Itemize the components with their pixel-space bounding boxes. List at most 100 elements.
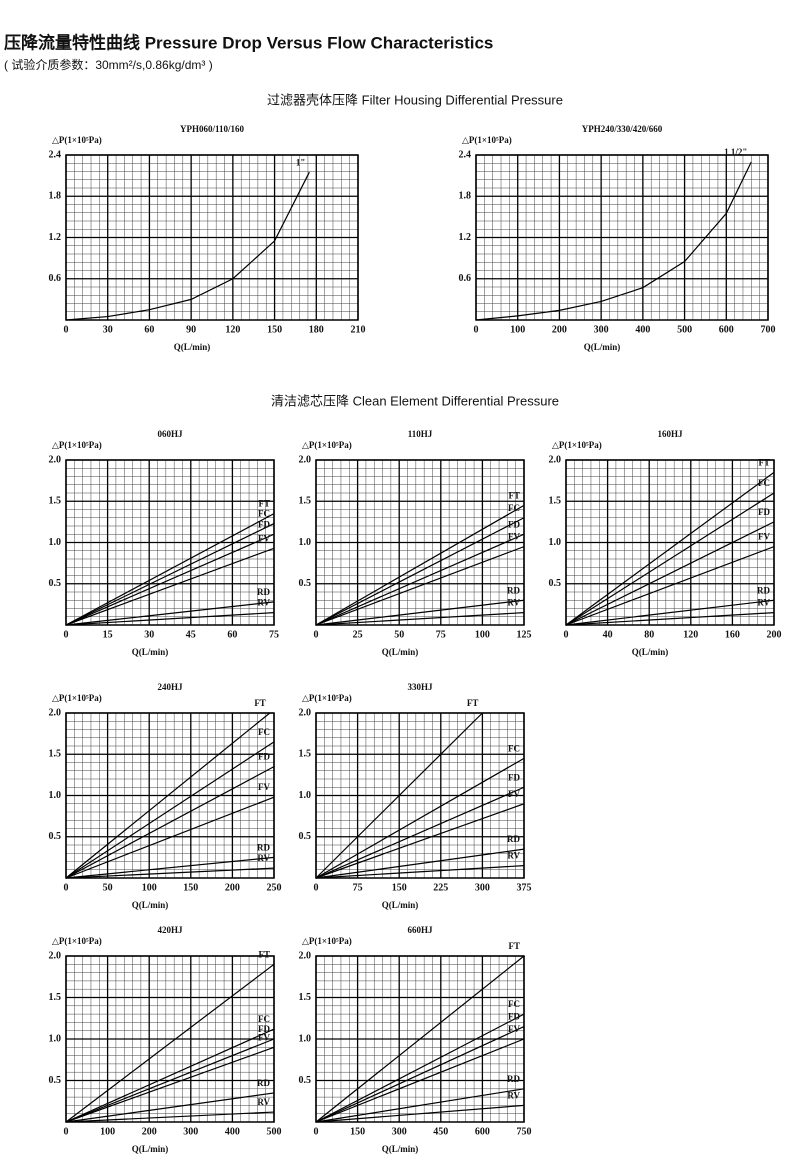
y-tick-label: 1.0 bbox=[49, 1033, 62, 1044]
series-label: FT bbox=[508, 941, 520, 951]
y-tick-label: 0.6 bbox=[459, 273, 472, 284]
series-line bbox=[315, 955, 525, 1123]
x-tick-label: 50 bbox=[394, 629, 404, 640]
page-title: 压降流量特性曲线 Pressure Drop Versus Flow Chara… bbox=[4, 32, 493, 52]
x-tick-label: 180 bbox=[309, 324, 324, 335]
y-tick-label: 1.2 bbox=[459, 232, 472, 243]
series-line bbox=[65, 522, 275, 626]
series-line bbox=[65, 601, 275, 626]
y-tick-label: 2.4 bbox=[49, 149, 62, 160]
x-tick-label: 450 bbox=[433, 1126, 448, 1137]
y-tick-label: 0.5 bbox=[549, 578, 562, 589]
x-axis-title: Q(L/min) bbox=[382, 647, 419, 657]
series-line bbox=[565, 612, 775, 626]
x-tick-label: 100 bbox=[510, 324, 525, 335]
x-axis-title: Q(L/min) bbox=[632, 647, 669, 657]
x-tick-label: 45 bbox=[186, 629, 196, 640]
y-tick-label: 1.5 bbox=[49, 496, 62, 507]
series-label: FV bbox=[258, 533, 270, 543]
x-tick-label: 30 bbox=[103, 324, 113, 335]
y-tick-label: 1.0 bbox=[299, 790, 312, 801]
series-label: FD bbox=[508, 772, 520, 782]
series-label: FD bbox=[258, 1024, 270, 1034]
series-label: FT bbox=[254, 698, 266, 708]
x-tick-label: 15 bbox=[103, 629, 113, 640]
y-axis-title: △P(1×10⁵Pa) bbox=[302, 936, 352, 946]
series-label: RV bbox=[257, 1097, 270, 1107]
x-tick-label: 250 bbox=[267, 882, 282, 893]
series-line bbox=[315, 533, 525, 626]
x-tick-label: 30 bbox=[144, 629, 154, 640]
x-tick-label: 60 bbox=[144, 324, 154, 335]
y-tick-label: 2.0 bbox=[49, 454, 62, 465]
x-tick-label: 400 bbox=[635, 324, 650, 335]
series-line bbox=[565, 599, 775, 626]
x-tick-label: 40 bbox=[603, 629, 613, 640]
series-label: FC bbox=[258, 727, 270, 737]
x-tick-label: 210 bbox=[351, 324, 366, 335]
series-label: RV bbox=[257, 598, 270, 608]
x-tick-label: 120 bbox=[225, 324, 240, 335]
x-tick-label: 200 bbox=[142, 1126, 157, 1137]
series-label: FV bbox=[758, 532, 770, 542]
x-tick-label: 0 bbox=[64, 882, 69, 893]
plot-frame bbox=[475, 154, 769, 321]
series-line bbox=[65, 963, 275, 1123]
x-tick-label: 25 bbox=[353, 629, 363, 640]
y-tick-label: 0.5 bbox=[299, 1075, 312, 1086]
series-line bbox=[315, 786, 525, 879]
series-line bbox=[315, 803, 525, 879]
x-tick-label: 300 bbox=[594, 324, 609, 335]
y-tick-label: 2.0 bbox=[299, 950, 312, 961]
series-line bbox=[65, 533, 275, 626]
page-subtitle: ( 试验介质参数：30mm²/s,0.86kg/dm³ ) bbox=[4, 57, 213, 72]
y-tick-label: 2.0 bbox=[549, 454, 562, 465]
x-tick-label: 200 bbox=[552, 324, 567, 335]
y-tick-label: 1.8 bbox=[49, 191, 62, 202]
series-line bbox=[315, 612, 525, 626]
series-label: FC bbox=[258, 1014, 270, 1024]
series-line bbox=[315, 1104, 525, 1123]
series-line bbox=[65, 741, 275, 879]
y-tick-label: 0.5 bbox=[49, 578, 62, 589]
x-tick-label: 0 bbox=[64, 1126, 69, 1137]
x-axis-title: Q(L/min) bbox=[132, 1144, 169, 1154]
x-tick-label: 225 bbox=[433, 882, 448, 893]
series-label: 1 1/2" bbox=[724, 147, 747, 157]
y-tick-label: 1.0 bbox=[49, 790, 62, 801]
series-line bbox=[65, 712, 271, 879]
chart-title: YPH060/110/160 bbox=[180, 124, 245, 134]
series-label: RV bbox=[257, 853, 270, 863]
x-tick-label: 150 bbox=[267, 324, 282, 335]
series-line bbox=[565, 521, 775, 626]
series-line bbox=[315, 517, 525, 626]
series-label: 1" bbox=[296, 157, 306, 167]
series-label: FT bbox=[258, 499, 270, 509]
x-tick-label: 300 bbox=[183, 1126, 198, 1137]
series-label: FC bbox=[758, 478, 770, 488]
series-label: FV bbox=[258, 782, 270, 792]
y-tick-label: 0.5 bbox=[49, 831, 62, 842]
y-axis-title: △P(1×10⁵Pa) bbox=[552, 440, 602, 450]
y-tick-label: 1.5 bbox=[549, 496, 562, 507]
y-axis-title: △P(1×10⁵Pa) bbox=[52, 936, 102, 946]
x-tick-label: 600 bbox=[475, 1126, 490, 1137]
y-tick-label: 1.5 bbox=[299, 496, 312, 507]
x-tick-label: 0 bbox=[64, 324, 69, 335]
series-label: RV bbox=[507, 851, 520, 861]
x-tick-label: 300 bbox=[392, 1126, 407, 1137]
series-label: RV bbox=[507, 598, 520, 608]
y-tick-label: 0.5 bbox=[299, 578, 312, 589]
series-label: FD bbox=[258, 519, 270, 529]
series-line bbox=[65, 171, 310, 321]
plot-frame bbox=[315, 712, 525, 879]
y-axis-title: △P(1×10⁵Pa) bbox=[302, 693, 352, 703]
series-line bbox=[565, 546, 775, 626]
series-label: FV bbox=[508, 1024, 520, 1034]
series-label: RD bbox=[507, 585, 520, 595]
series-label: FD bbox=[758, 507, 770, 517]
x-tick-label: 0 bbox=[314, 882, 319, 893]
chart-title: 110HJ bbox=[408, 429, 433, 439]
x-tick-label: 100 bbox=[142, 882, 157, 893]
